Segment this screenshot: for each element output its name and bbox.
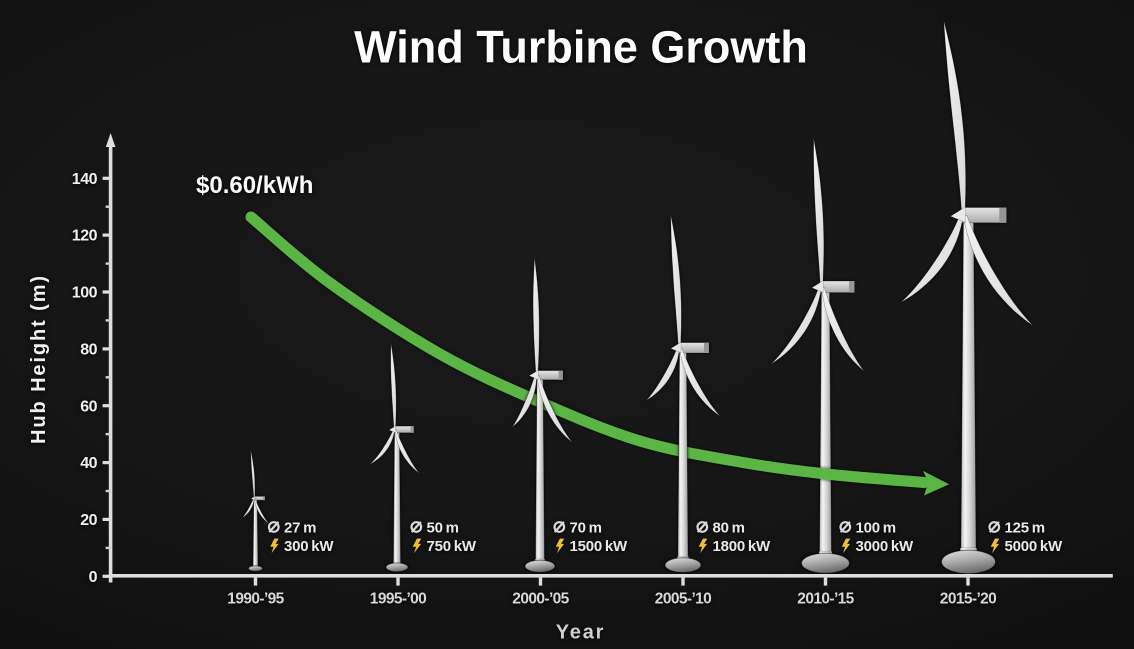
svg-text:140: 140: [72, 171, 98, 188]
svg-text:1990-’95: 1990-’95: [227, 591, 284, 608]
svg-text:50 m: 50 m: [427, 519, 459, 536]
svg-text:750 kW: 750 kW: [427, 538, 477, 555]
svg-text:80 m: 80 m: [713, 519, 745, 536]
svg-text:100 m: 100 m: [856, 519, 896, 536]
svg-text:0: 0: [89, 569, 98, 586]
svg-text:2005-’10: 2005-’10: [655, 591, 711, 608]
svg-text:80: 80: [80, 342, 97, 359]
svg-text:$0.60/kWh: $0.60/kWh: [196, 172, 313, 199]
svg-text:100: 100: [72, 285, 98, 302]
svg-text:Wind Turbine Growth: Wind Turbine Growth: [354, 22, 808, 73]
svg-text:60: 60: [80, 398, 97, 415]
svg-text:2015-’20: 2015-’20: [940, 591, 996, 608]
svg-text:70 m: 70 m: [570, 519, 602, 536]
svg-text:1500 kW: 1500 kW: [570, 538, 629, 555]
svg-text:125 m: 125 m: [1005, 519, 1045, 536]
svg-text:5000 kW: 5000 kW: [1005, 538, 1064, 555]
svg-text:300 kW: 300 kW: [284, 538, 334, 555]
svg-text:1800 kW: 1800 kW: [713, 538, 772, 555]
svg-text:2000-’05: 2000-’05: [512, 591, 569, 608]
svg-text:1995-’00: 1995-’00: [370, 591, 426, 608]
svg-text:120: 120: [72, 228, 98, 245]
svg-text:3000 kW: 3000 kW: [856, 538, 915, 555]
svg-text:40: 40: [80, 455, 97, 472]
svg-text:Year: Year: [556, 622, 605, 644]
svg-text:Hub Height (m): Hub Height (m): [28, 274, 50, 444]
svg-text:2010-’15: 2010-’15: [797, 591, 854, 608]
svg-text:20: 20: [80, 512, 97, 529]
svg-text:27 m: 27 m: [284, 519, 316, 536]
